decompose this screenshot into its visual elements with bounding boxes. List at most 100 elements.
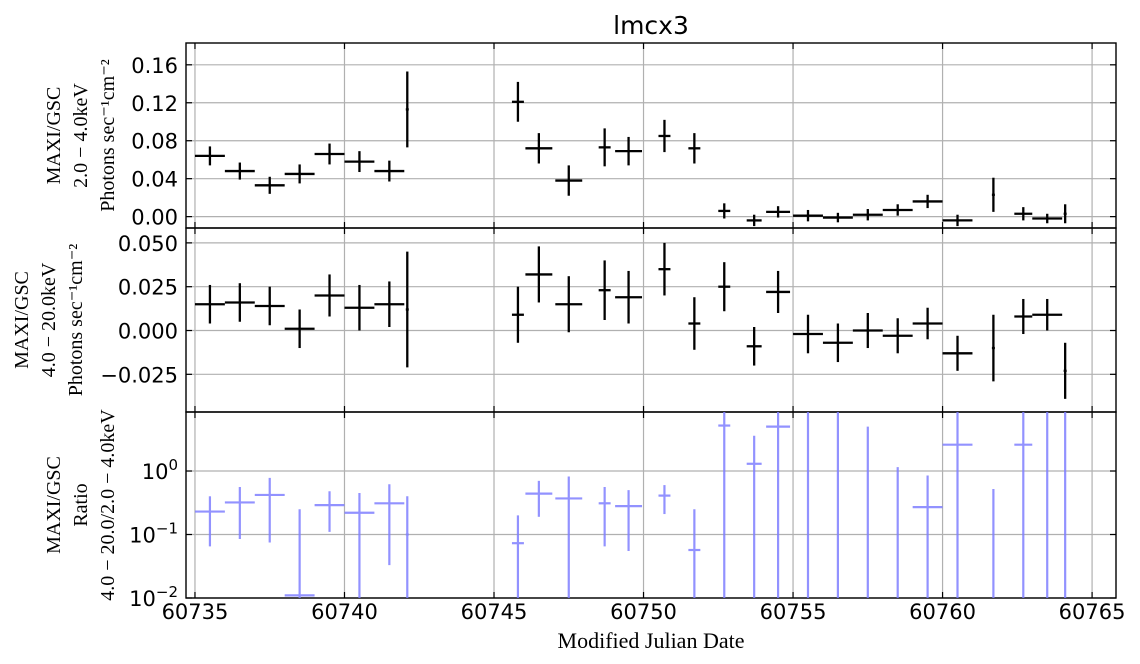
- data-point: [405, 251, 409, 368]
- data-point: [511, 81, 524, 122]
- data-point: [912, 194, 943, 209]
- data-point: [344, 284, 375, 331]
- data-point: [374, 281, 405, 328]
- data-point: [284, 164, 315, 184]
- data-point: [688, 133, 701, 164]
- panel-top: 0.00 0.04 0.08 0.12 0.16 MAXI/GSC 2.0 − 4.0keV…: [43, 42, 1117, 230]
- data-point: [746, 214, 762, 227]
- data-point: [555, 476, 583, 598]
- data-point: [254, 286, 285, 326]
- data-point: [1032, 298, 1063, 331]
- y-tick-label: 0.000: [118, 320, 178, 344]
- data-point: [194, 284, 225, 324]
- data-point: [194, 496, 225, 547]
- y-axis-label-line: 4.0 − 20.0keV: [38, 262, 60, 377]
- x-tick-label: 60765: [1059, 600, 1126, 624]
- data-point: [224, 487, 255, 539]
- data-point: [374, 160, 405, 182]
- data-point: [224, 162, 255, 180]
- data-point: [746, 327, 762, 366]
- x-tick-label: 60760: [909, 600, 976, 624]
- data-point: [718, 203, 731, 219]
- data-point: [852, 209, 883, 221]
- data-point: [688, 509, 701, 598]
- data-point: [658, 119, 671, 153]
- x-tick-label: 60750: [610, 600, 677, 624]
- x-tick-label: 60755: [760, 600, 827, 624]
- data-point: [882, 318, 913, 354]
- y-axis-label-line: 2.0 − 4.0keV: [70, 83, 92, 188]
- data-point: [615, 490, 643, 551]
- data-point: [766, 270, 791, 313]
- data-point: [822, 212, 853, 223]
- data-point: [344, 151, 375, 173]
- data-point: [598, 128, 611, 167]
- data-point: [555, 165, 583, 196]
- chart-title: lmcx3: [613, 11, 689, 40]
- data-point: [598, 487, 611, 547]
- data-point: [688, 297, 701, 350]
- y-axis-label-line: 4.0 − 20.0/2.0 − 4.0keV: [97, 409, 119, 601]
- data-point: [615, 270, 643, 324]
- data-point: [991, 314, 995, 382]
- data-point: [314, 143, 345, 165]
- data-point: [314, 491, 345, 532]
- data-point: [555, 276, 583, 333]
- data-point: [1014, 298, 1033, 335]
- y-tick-label: 0.08: [131, 130, 178, 154]
- y-axis-label-line: Ratio: [70, 483, 92, 526]
- data-point: [405, 496, 409, 598]
- x-tick-label: 60735: [162, 600, 229, 624]
- data-point: [405, 71, 409, 148]
- data-point: [598, 260, 611, 320]
- data-point: [766, 206, 791, 218]
- data-point: [344, 493, 375, 598]
- y-tick-label: 0.16: [131, 54, 178, 78]
- data-point: [793, 209, 823, 222]
- data-point: [718, 262, 731, 312]
- y-tick-label: 0.04: [131, 168, 178, 192]
- y-axis-label-line: MAXI/GSC: [43, 456, 65, 554]
- data-point: [284, 509, 315, 598]
- y-tick-label: 10−2: [129, 583, 178, 611]
- data-point: [615, 136, 643, 166]
- y-tick-label: 0.00: [131, 206, 178, 230]
- data-point: [658, 485, 671, 515]
- data-point: [658, 242, 671, 296]
- panel-bottom: 10−2 10−1 100 60735 60740 60745 60750 60755 6076…: [43, 409, 1125, 624]
- data-point: [511, 515, 524, 598]
- x-axis-label: Modified Julian Date: [558, 628, 745, 653]
- y-tick-label: 0.025: [118, 276, 178, 300]
- x-tick-label: 60740: [311, 600, 378, 624]
- data-point: [912, 307, 943, 340]
- axes-frame: [185, 42, 1117, 229]
- data-point: [254, 176, 285, 194]
- panel-middle: −0.025 0.000 0.025 0.050 MAXI/GSC 4.0 − 20.0k…: [11, 227, 1117, 413]
- data-point: [793, 314, 823, 354]
- data-point: [942, 335, 973, 371]
- y-tick-label: −0.025: [100, 363, 178, 387]
- y-axis-label-line: Photons sec⁻¹cm⁻²: [97, 59, 119, 212]
- data-point: [942, 214, 973, 227]
- data-point: [1063, 204, 1067, 224]
- data-point: [912, 475, 943, 598]
- data-point: [852, 312, 883, 349]
- y-axis-label-line: MAXI/GSC: [43, 87, 65, 185]
- data-point: [1032, 213, 1063, 224]
- data-point: [942, 412, 973, 598]
- x-tick-label: 60745: [461, 600, 528, 624]
- y-tick-label: 0.12: [131, 92, 178, 116]
- axes-frame: [185, 227, 1117, 413]
- y-axis-label-line: Photons sec⁻¹cm⁻²: [65, 244, 87, 397]
- data-point: [822, 323, 853, 363]
- data-point: [194, 146, 225, 166]
- data-point: [1014, 412, 1033, 598]
- y-tick-label: 10−1: [129, 520, 178, 548]
- data-point: [882, 204, 913, 216]
- data-point: [314, 274, 345, 317]
- data-point: [525, 133, 553, 164]
- data-point: [525, 246, 553, 303]
- y-tick-label: 0.050: [118, 232, 178, 256]
- data-point: [746, 435, 762, 598]
